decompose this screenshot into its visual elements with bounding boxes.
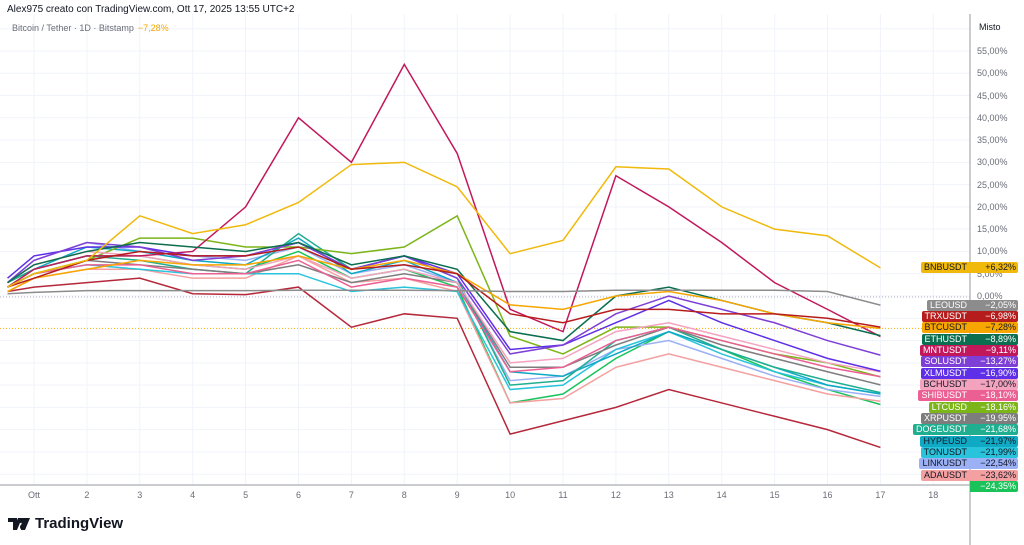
x-tick-label: 13: [663, 490, 674, 500]
x-tick-label: 15: [769, 490, 780, 500]
y-tick-label: 30,00%: [977, 157, 1008, 168]
y-tick-label: 35,00%: [977, 135, 1008, 146]
series-badge-symbol: BCHUSDT: [920, 378, 970, 390]
series-line-solusdt[interactable]: [7, 241, 881, 356]
tradingview-logo[interactable]: TradingView: [8, 515, 123, 532]
series-line-shibusdt[interactable]: [7, 259, 881, 378]
series-badge-value: −21,97%: [970, 435, 1018, 447]
series-badge-symbol: XRPUSDT: [920, 413, 970, 424]
y-tick-label: 55,00%: [977, 45, 1008, 56]
x-tick-label: 2: [84, 490, 90, 500]
series-badge-symbol: TRXUSDT: [921, 310, 970, 322]
series-badge-value: −24,35%: [970, 481, 1018, 493]
series-line-ethusdt[interactable]: [7, 241, 881, 342]
y-tick-label: 10,00%: [977, 246, 1008, 257]
tradingview-logo-text: TradingView: [35, 515, 124, 532]
series-badge-value: −21,99%: [970, 447, 1018, 459]
series-badge-value: −7,28%: [970, 322, 1018, 334]
series-line-bnbusdt[interactable]: [7, 161, 881, 288]
series-badge-value: −2,05%: [970, 299, 1018, 311]
series-badge-value: −18,16%: [970, 401, 1018, 413]
series-badge-value: +6,32%: [970, 262, 1018, 274]
series-badge-symbol: ADAUSDT: [920, 469, 970, 481]
series-badge-value: −6,98%: [970, 310, 1018, 322]
series-badge-symbol: TONUSDT: [920, 447, 970, 459]
series-line-btcusdt[interactable]: [7, 255, 881, 330]
x-tick-label: 17: [875, 490, 886, 500]
series-badge-symbol: DOGEUSDT: [912, 424, 970, 436]
series-badge-symbol: BNBUSDT: [920, 262, 970, 274]
y-tick-label: 5,00%: [977, 268, 1003, 279]
series-badge-value: −21,68%: [970, 424, 1018, 436]
series-badge-value: −18,10%: [970, 390, 1018, 402]
series-badge-symbol: BTCUSDT: [921, 322, 970, 334]
x-tick-label: 6: [295, 490, 302, 500]
x-tick-label: Ott: [27, 490, 41, 500]
series-group: [7, 62, 881, 449]
x-tick-label: 5: [243, 490, 249, 500]
symbol-change: −7,28%: [137, 23, 169, 33]
x-tick-label: 12: [610, 490, 621, 500]
series-badge-value: −17,00%: [970, 378, 1018, 390]
series-badge-symbol: SOLUSDT: [921, 356, 970, 368]
x-tick-label: 11: [558, 490, 568, 500]
x-tick-label: 18: [928, 490, 939, 500]
y-tick-label: 50,00%: [977, 68, 1008, 79]
symbol-name: Bitcoin / Tether · 1D · Bitstamp: [12, 23, 134, 33]
x-tick-label: 8: [401, 490, 407, 500]
series-badge-symbol: ETHUSDT: [921, 333, 970, 345]
chart-header: Alex975 creato con TradingView.com, Ott …: [7, 4, 295, 15]
x-tick-label: 3: [137, 490, 143, 500]
y-tick-label: 0,00%: [977, 291, 1003, 301]
series-badge-symbol: SHIBUSDT: [918, 390, 970, 402]
series-badge-symbol: MNTUSDT: [920, 344, 970, 356]
series-line-leousd[interactable]: [7, 289, 881, 306]
series-badge-value: −13,27%: [970, 356, 1018, 368]
y-tick-label: 45,00%: [977, 90, 1008, 101]
y-tick-label: 40,00%: [977, 112, 1008, 123]
series-badge-value: −9,11%: [970, 344, 1018, 356]
tradingview-logo-icon: [8, 517, 30, 530]
x-tick-label: 16: [822, 490, 833, 500]
series-badge-value: −19,95%: [970, 413, 1018, 424]
y-tick-label: 25,00%: [977, 179, 1008, 190]
series-badge-symbol: XLMUSDT: [920, 367, 970, 379]
series-line-unlabeled[interactable]: [7, 277, 881, 449]
series-badge-value: −16,90%: [970, 367, 1018, 379]
y-tick-label: 15,00%: [977, 224, 1008, 235]
x-tick-label: 9: [454, 490, 460, 500]
series-badge-value: −8,89%: [970, 333, 1018, 345]
series-badge-symbol: LEOUSD: [926, 299, 970, 311]
series-line-trxusdt[interactable]: [7, 246, 881, 328]
series-badge-symbol: LTCUSD: [928, 401, 970, 413]
x-tick-label: 4: [190, 490, 196, 500]
series-badge-symbol: LINKUSDT: [919, 458, 970, 470]
x-tick-label: 14: [716, 490, 727, 500]
y-tick-label: 20,00%: [977, 201, 1008, 212]
symbol-legend[interactable]: Bitcoin / Tether · 1D · Bitstamp −7,28%: [12, 23, 169, 33]
series-line-tonusdt[interactable]: [7, 264, 881, 395]
series-badge-value: −22,54%: [970, 458, 1018, 470]
series-line-mntusdt[interactable]: [7, 62, 881, 338]
x-tick-label: 7: [348, 490, 354, 500]
x-tick-label: 10: [505, 490, 516, 500]
scale-mode-label[interactable]: Misto: [979, 22, 1001, 32]
series-badge-symbol: HYPEUSD: [920, 435, 970, 447]
series-badge-value: −23,62%: [970, 469, 1018, 481]
